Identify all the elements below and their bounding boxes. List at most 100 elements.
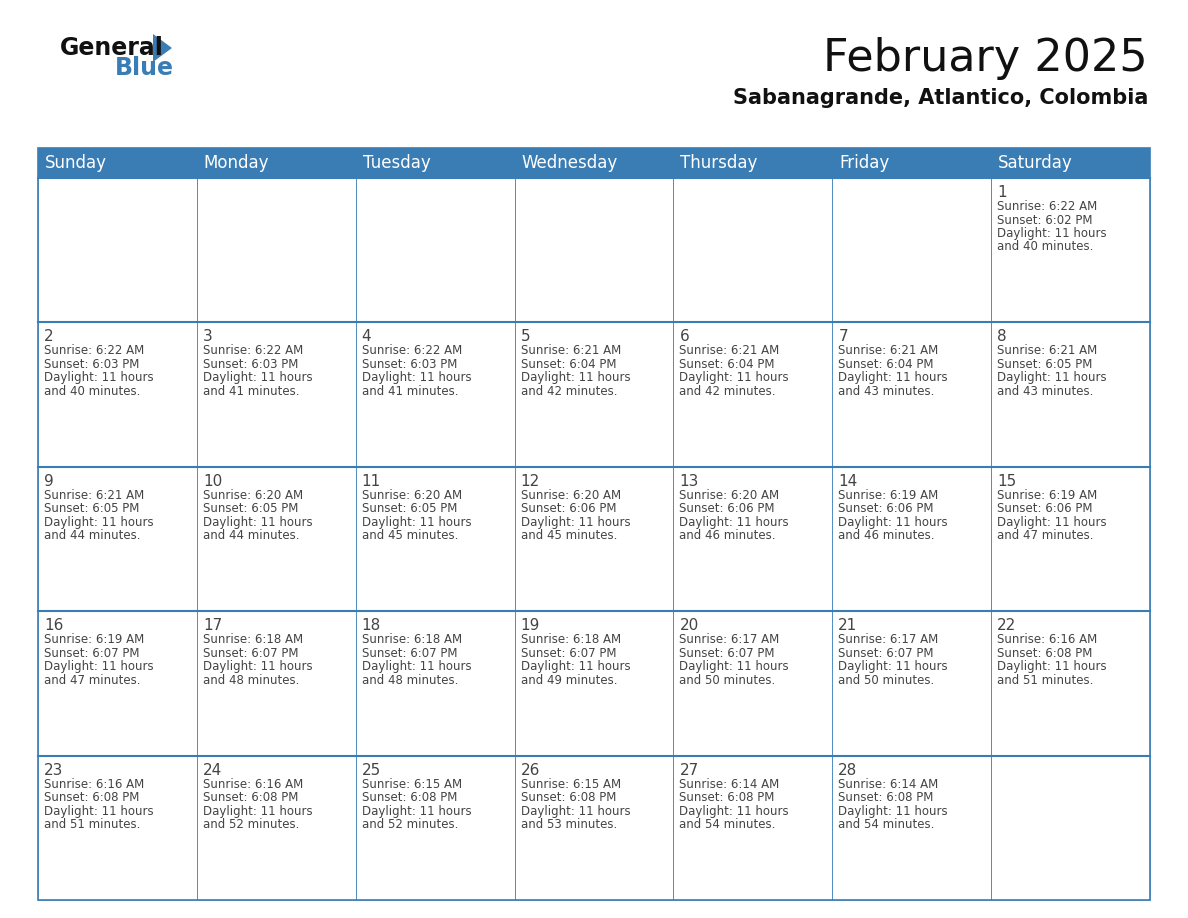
Text: Sunset: 6:04 PM: Sunset: 6:04 PM	[839, 358, 934, 371]
Text: Daylight: 11 hours: Daylight: 11 hours	[203, 516, 312, 529]
Text: 21: 21	[839, 618, 858, 633]
Text: Sunset: 6:06 PM: Sunset: 6:06 PM	[680, 502, 775, 515]
Text: and 47 minutes.: and 47 minutes.	[44, 674, 140, 687]
Text: Sunset: 6:04 PM: Sunset: 6:04 PM	[520, 358, 617, 371]
Text: Sunset: 6:08 PM: Sunset: 6:08 PM	[203, 791, 298, 804]
Text: and 53 minutes.: and 53 minutes.	[520, 818, 617, 831]
Bar	[674, 466, 833, 611]
Text: Tuesday: Tuesday	[362, 154, 430, 172]
Text: 19: 19	[520, 618, 541, 633]
Text: and 52 minutes.: and 52 minutes.	[203, 818, 299, 831]
Text: Daylight: 11 hours: Daylight: 11 hours	[680, 516, 789, 529]
Text: 2: 2	[44, 330, 53, 344]
Text: Sunset: 6:06 PM: Sunset: 6:06 PM	[839, 502, 934, 515]
Bar	[355, 322, 514, 466]
Text: Sunrise: 6:17 AM: Sunrise: 6:17 AM	[839, 633, 939, 646]
Text: Daylight: 11 hours: Daylight: 11 hours	[680, 660, 789, 673]
Text: Daylight: 11 hours: Daylight: 11 hours	[361, 516, 472, 529]
Text: 1: 1	[997, 185, 1006, 200]
Text: Sunrise: 6:18 AM: Sunrise: 6:18 AM	[520, 633, 620, 646]
Text: Daylight: 11 hours: Daylight: 11 hours	[203, 804, 312, 818]
Text: Daylight: 11 hours: Daylight: 11 hours	[44, 804, 153, 818]
Text: 3: 3	[203, 330, 213, 344]
Bar	[355, 148, 514, 178]
Text: Sunset: 6:02 PM: Sunset: 6:02 PM	[997, 214, 1093, 227]
Text: Sunrise: 6:14 AM: Sunrise: 6:14 AM	[680, 778, 779, 790]
Text: Daylight: 11 hours: Daylight: 11 hours	[839, 660, 948, 673]
Text: and 51 minutes.: and 51 minutes.	[44, 818, 140, 831]
Text: 20: 20	[680, 618, 699, 633]
Text: Daylight: 11 hours: Daylight: 11 hours	[997, 516, 1107, 529]
Text: Sunrise: 6:19 AM: Sunrise: 6:19 AM	[839, 488, 939, 502]
Text: Sunrise: 6:20 AM: Sunrise: 6:20 AM	[203, 488, 303, 502]
Bar	[514, 148, 674, 178]
Text: and 44 minutes.: and 44 minutes.	[44, 530, 140, 543]
Text: and 40 minutes.: and 40 minutes.	[44, 385, 140, 397]
Text: 16: 16	[44, 618, 63, 633]
Text: Thursday: Thursday	[681, 154, 758, 172]
Text: and 45 minutes.: and 45 minutes.	[361, 530, 459, 543]
Text: Sunrise: 6:17 AM: Sunrise: 6:17 AM	[680, 633, 779, 646]
Text: 26: 26	[520, 763, 541, 778]
Bar	[197, 611, 355, 756]
Text: Daylight: 11 hours: Daylight: 11 hours	[520, 516, 630, 529]
Text: Daylight: 11 hours: Daylight: 11 hours	[680, 372, 789, 385]
Text: 15: 15	[997, 474, 1017, 488]
Text: Sunrise: 6:22 AM: Sunrise: 6:22 AM	[203, 344, 303, 357]
Text: Sunrise: 6:18 AM: Sunrise: 6:18 AM	[203, 633, 303, 646]
Text: Daylight: 11 hours: Daylight: 11 hours	[520, 372, 630, 385]
Bar	[514, 611, 674, 756]
Bar	[197, 178, 355, 322]
Text: Sunset: 6:08 PM: Sunset: 6:08 PM	[680, 791, 775, 804]
Text: Sunrise: 6:21 AM: Sunrise: 6:21 AM	[680, 344, 779, 357]
Text: Sunset: 6:05 PM: Sunset: 6:05 PM	[997, 358, 1093, 371]
Bar	[355, 466, 514, 611]
Text: Sunset: 6:06 PM: Sunset: 6:06 PM	[997, 502, 1093, 515]
Bar	[514, 322, 674, 466]
Text: Sunset: 6:03 PM: Sunset: 6:03 PM	[361, 358, 457, 371]
Bar	[514, 756, 674, 900]
Text: Sunset: 6:07 PM: Sunset: 6:07 PM	[44, 646, 139, 660]
Text: Daylight: 11 hours: Daylight: 11 hours	[997, 372, 1107, 385]
Text: Sunrise: 6:22 AM: Sunrise: 6:22 AM	[44, 344, 144, 357]
Text: and 54 minutes.: and 54 minutes.	[680, 818, 776, 831]
Bar	[833, 611, 991, 756]
Text: Sunset: 6:07 PM: Sunset: 6:07 PM	[839, 646, 934, 660]
Text: 9: 9	[44, 474, 53, 488]
Text: Sunrise: 6:16 AM: Sunrise: 6:16 AM	[203, 778, 303, 790]
Text: Sunset: 6:08 PM: Sunset: 6:08 PM	[361, 791, 457, 804]
Text: Daylight: 11 hours: Daylight: 11 hours	[361, 372, 472, 385]
Text: 13: 13	[680, 474, 699, 488]
Text: Sunrise: 6:20 AM: Sunrise: 6:20 AM	[680, 488, 779, 502]
Text: Sunrise: 6:16 AM: Sunrise: 6:16 AM	[44, 778, 144, 790]
Text: and 46 minutes.: and 46 minutes.	[839, 530, 935, 543]
Text: Blue: Blue	[115, 56, 173, 80]
Text: 10: 10	[203, 474, 222, 488]
Text: Sunset: 6:05 PM: Sunset: 6:05 PM	[44, 502, 139, 515]
Text: Sunset: 6:08 PM: Sunset: 6:08 PM	[520, 791, 615, 804]
Text: 22: 22	[997, 618, 1017, 633]
Bar	[991, 466, 1150, 611]
Text: Daylight: 11 hours: Daylight: 11 hours	[839, 804, 948, 818]
Text: Sunrise: 6:16 AM: Sunrise: 6:16 AM	[997, 633, 1098, 646]
Text: Sabanagrande, Atlantico, Colombia: Sabanagrande, Atlantico, Colombia	[733, 88, 1148, 108]
Text: Sunrise: 6:20 AM: Sunrise: 6:20 AM	[361, 488, 462, 502]
Bar	[197, 756, 355, 900]
Text: Daylight: 11 hours: Daylight: 11 hours	[839, 516, 948, 529]
Bar	[833, 322, 991, 466]
Text: Daylight: 11 hours: Daylight: 11 hours	[680, 804, 789, 818]
Bar	[674, 178, 833, 322]
Text: 27: 27	[680, 763, 699, 778]
Text: Daylight: 11 hours: Daylight: 11 hours	[520, 660, 630, 673]
Text: 23: 23	[44, 763, 63, 778]
Text: and 52 minutes.: and 52 minutes.	[361, 818, 459, 831]
Text: Sunrise: 6:14 AM: Sunrise: 6:14 AM	[839, 778, 939, 790]
Bar	[355, 178, 514, 322]
Text: February 2025: February 2025	[823, 37, 1148, 80]
Text: Monday: Monday	[204, 154, 270, 172]
Text: and 42 minutes.: and 42 minutes.	[520, 385, 617, 397]
Bar	[38, 148, 197, 178]
Bar	[197, 466, 355, 611]
Bar	[38, 322, 197, 466]
Bar	[991, 148, 1150, 178]
